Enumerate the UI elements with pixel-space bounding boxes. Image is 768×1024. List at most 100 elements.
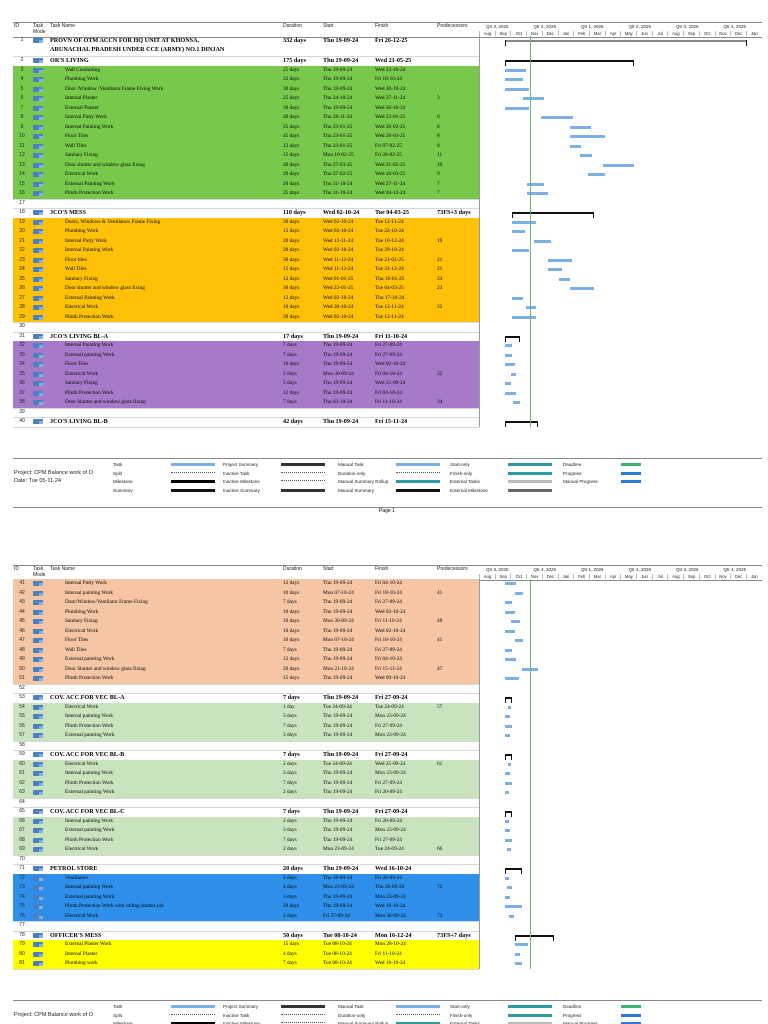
task-name: Internal painting Work	[65, 713, 114, 719]
auto-schedule-icon	[33, 657, 43, 662]
task-name: External Plaster Work	[65, 941, 112, 947]
task-start: Mon 21-10-24	[323, 665, 354, 672]
row-id: 41	[19, 580, 25, 586]
table-row[interactable]: 39	[13, 408, 479, 418]
table-row[interactable]: 76 Electrical Work 2 days Fri 27-09-24 Mon 3…	[13, 911, 479, 922]
auto-schedule-icon	[33, 951, 43, 957]
auto-schedule-icon	[33, 86, 43, 92]
task-bar	[505, 582, 517, 585]
gantt-timeline	[479, 36, 763, 427]
month-label: Jul	[651, 574, 668, 579]
row-id: 65	[19, 808, 25, 814]
legend-label: Deadline	[563, 462, 582, 467]
task-bar	[505, 344, 513, 347]
task-name: External painting Work	[65, 656, 115, 662]
table-row[interactable]: 38 Door Shutter and window glass fixing 7 …	[13, 398, 479, 409]
task-predecessors: 8	[437, 142, 440, 149]
auto-schedule-icon	[33, 134, 43, 139]
legend-swatch	[171, 463, 215, 466]
task-duration: 175 days	[283, 57, 306, 64]
row-id: 5	[20, 85, 24, 92]
task-start: Tue 08-10-24	[323, 941, 352, 947]
summary-bar	[505, 754, 513, 760]
auto-schedule-icon	[33, 619, 43, 624]
row-id: 37	[19, 389, 25, 396]
legend-label: Milestone	[113, 1021, 133, 1024]
legend-label: Inactive Milestone	[223, 1021, 260, 1024]
legend-label: Project Summary	[223, 1004, 259, 1009]
task-start: Thu 19-09-24	[323, 580, 353, 586]
row-id: 67	[19, 827, 25, 833]
task-finish: Tue 24-09-24	[375, 846, 404, 852]
row-id: 72	[19, 874, 25, 881]
auto-schedule-icon	[33, 752, 43, 757]
task-finish: Mon 23-09-24	[375, 827, 406, 833]
task-name: Internal Putty Work	[65, 237, 107, 244]
table-row[interactable]: 29 Plinth Protection Work 30 days Wed 02-10…	[13, 312, 479, 323]
table-row[interactable]: 64	[13, 798, 479, 808]
auto-schedule-icon	[33, 238, 43, 244]
table-row[interactable]: 57 External painting Work 3 days Thu 19-09-…	[13, 731, 479, 742]
table-row[interactable]: 63 External painting Work 2 days Thu 19-09-…	[13, 788, 479, 799]
task-finish: Mon 28-10-24	[375, 941, 406, 947]
table-row[interactable]: 77	[13, 921, 479, 932]
table-row[interactable]: 70	[13, 855, 479, 865]
quarter-label: Qtr 4, 2025	[533, 24, 557, 29]
task-duration: 7 days	[283, 722, 297, 729]
row-id: 6	[20, 95, 24, 101]
task-finish: Wed 16-10-24	[375, 865, 412, 872]
auto-schedule-icon	[33, 885, 43, 890]
month-label: Dec	[730, 574, 746, 579]
table-row[interactable]: 51 Plinth Protection Work 15 days Thu 19-09…	[13, 674, 479, 685]
auto-schedule-icon	[33, 771, 43, 776]
month-label: Oct	[510, 574, 526, 579]
task-duration: 30 days	[283, 218, 300, 225]
task-name: Floor Tiles	[65, 133, 89, 139]
month-label: Jun	[636, 31, 652, 36]
task-finish: Wed 25-09-24	[375, 760, 406, 767]
task-bar	[505, 106, 530, 110]
auto-schedule-icon	[33, 115, 43, 120]
auto-schedule-icon	[33, 932, 43, 938]
task-start: Thu 19-09-24	[323, 57, 359, 64]
task-bar	[570, 135, 606, 138]
task-start: Thu 23-01-25	[323, 123, 353, 130]
table-row[interactable]: 30	[13, 322, 479, 333]
table-row[interactable]: 17	[13, 199, 479, 209]
task-start: Mon 23-09-24	[323, 846, 354, 852]
row-id: 74	[19, 893, 25, 900]
legend-label: Finish-only	[450, 470, 473, 476]
mode-header: Task	[33, 23, 44, 29]
task-finish: Fri 11-10-24	[375, 399, 402, 405]
task-finish: Mon 23-09-24	[375, 732, 406, 738]
task-duration: 15 days	[283, 228, 300, 234]
task-name: Internal painting Work	[65, 817, 114, 824]
task-bar	[548, 268, 562, 271]
task-finish: Wed 02-10-24	[375, 608, 406, 615]
task-bar	[512, 230, 526, 233]
table-row[interactable]: 81 Plumbing work 7 days Tue 08-10-24 Wed 16-…	[13, 959, 479, 970]
table-row[interactable]: 16 Plinth Protection Work 25 days Thu 31-10…	[13, 189, 479, 200]
task-duration: 30 days	[283, 104, 300, 111]
auto-schedule-icon	[33, 248, 43, 253]
summary-row[interactable]: 40 JCO'S LIVING BL-B 42 days Thu 19-09-24 Fr…	[13, 417, 479, 428]
table-row[interactable]: 58	[13, 741, 479, 751]
task-start: Thu 19-09-24	[323, 903, 353, 909]
table-row[interactable]: 69 Electrical Work 2 days Mon 23-09-24 Tue 2…	[13, 845, 479, 856]
legend-swatch	[621, 1022, 641, 1024]
task-name: Doors, Windows & Ventilators Frame Fixin…	[65, 218, 161, 225]
table-row[interactable]: 52	[13, 684, 479, 694]
task-bar	[505, 781, 513, 785]
project-row[interactable]: 1 PROVN OF OTM ACCN FOR HQ UNIT AT KHONSA…	[13, 36, 479, 57]
task-start: Thu 19-09-24	[323, 332, 359, 340]
row-id: 66	[19, 817, 25, 824]
project-summary-bar	[505, 40, 748, 46]
legend-swatch	[396, 480, 440, 483]
legend: Project: CPM Balance work of O Date: Tue …	[13, 458, 762, 508]
auto-schedule-icon	[33, 390, 43, 396]
task-duration: 15 days	[283, 941, 300, 947]
task-name: Internal Painting Work	[65, 123, 114, 130]
legend-swatch	[396, 1022, 440, 1024]
month-label: Sep	[494, 574, 511, 579]
task-finish: Tue 10-12-24	[375, 237, 404, 244]
